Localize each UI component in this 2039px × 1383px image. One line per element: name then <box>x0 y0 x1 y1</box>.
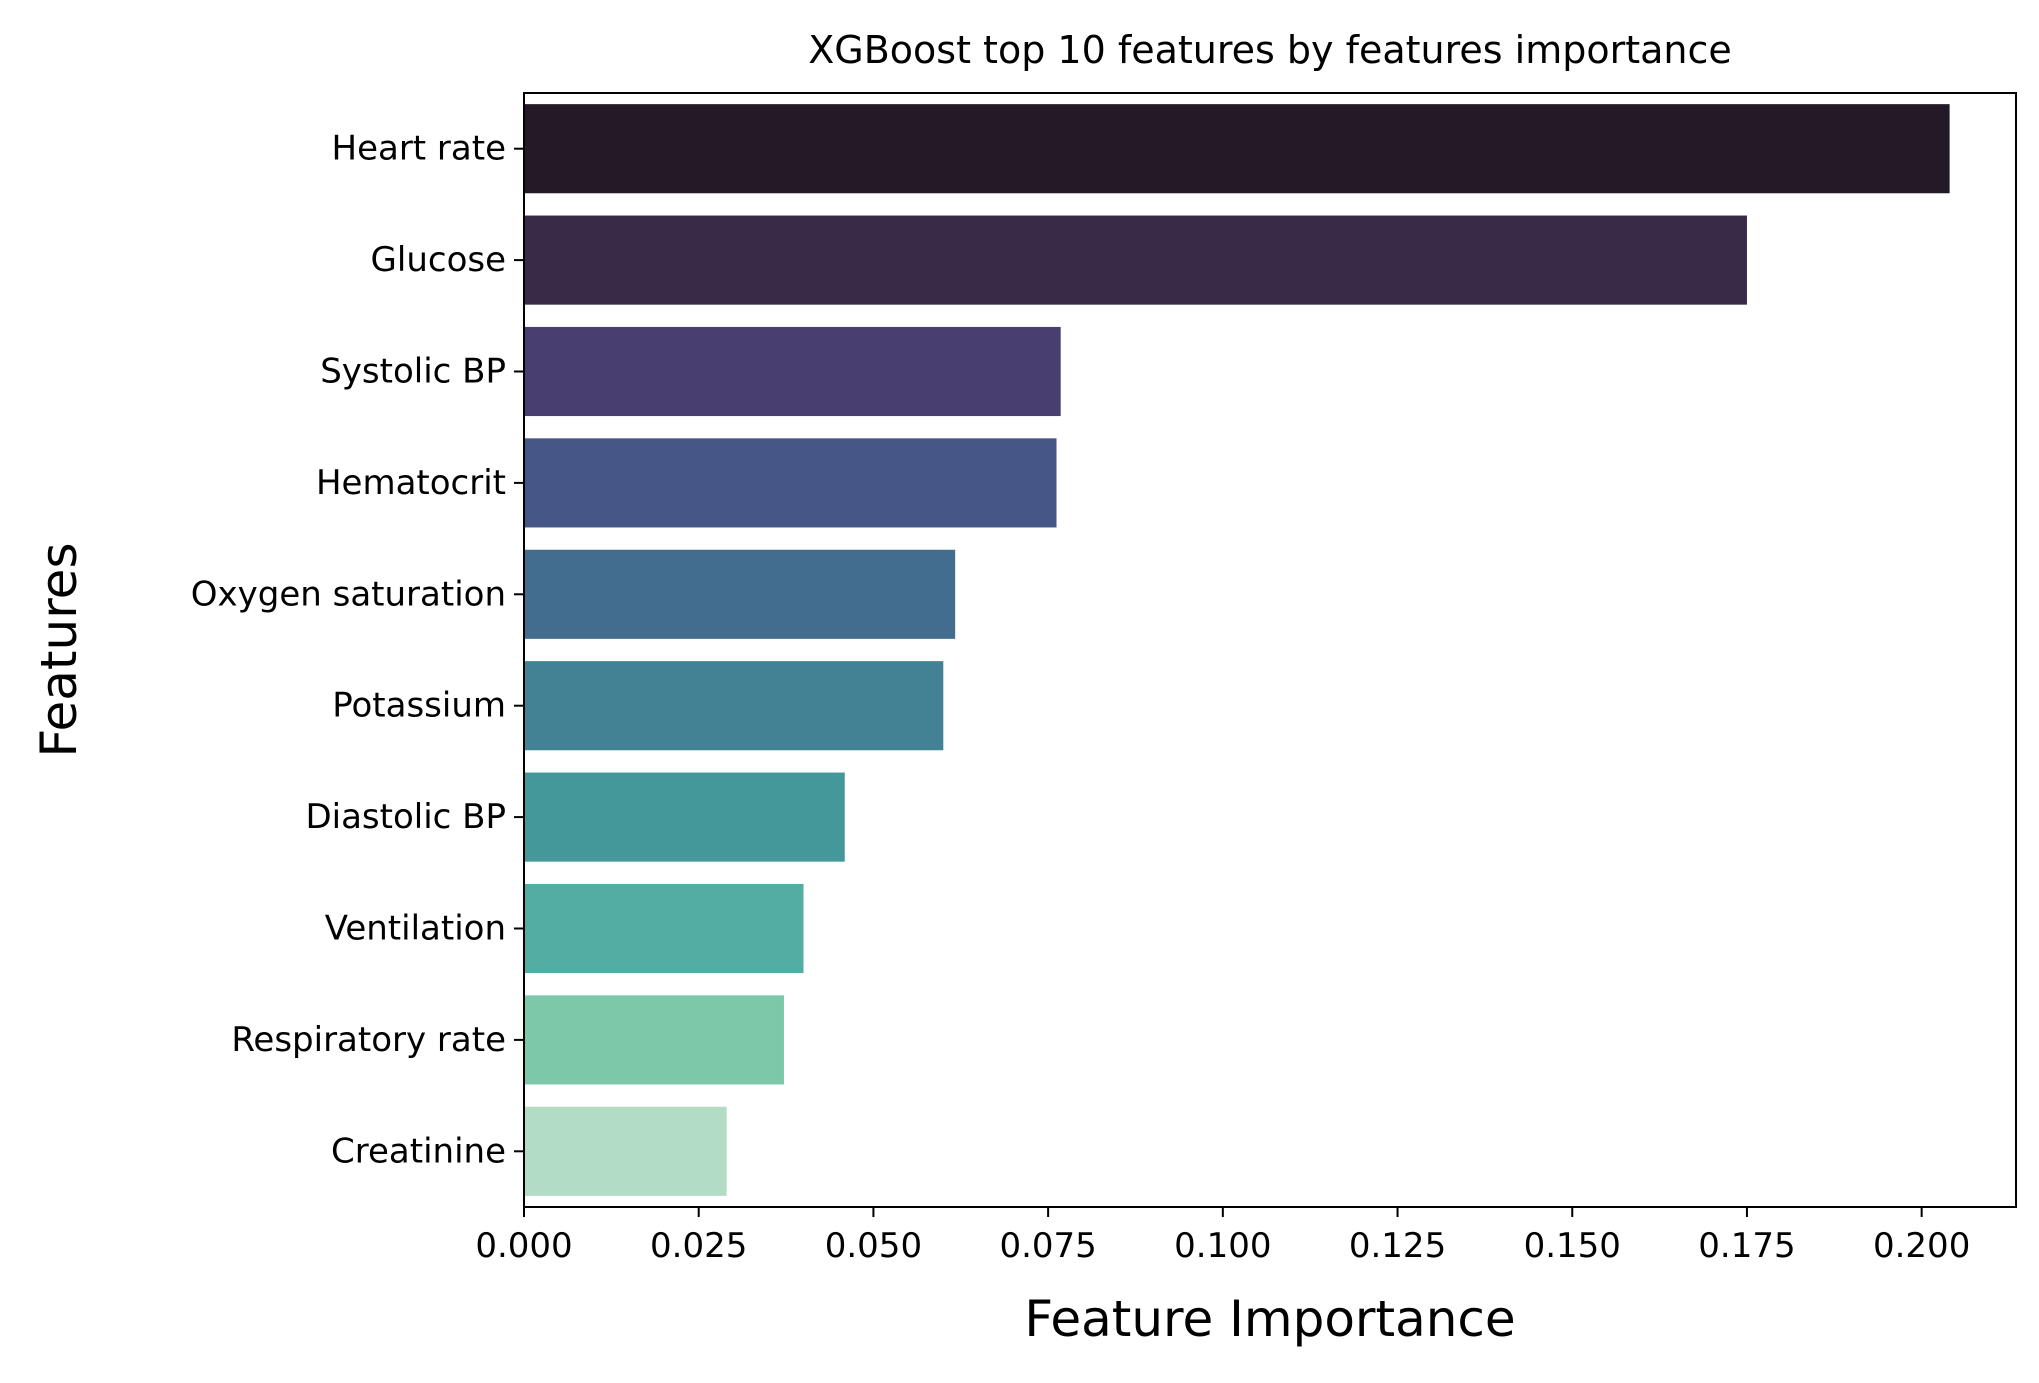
y-tick-label: Creatinine <box>331 1131 506 1171</box>
x-axis-label: Feature Importance <box>1024 1290 1515 1348</box>
y-tick-label: Systolic BP <box>320 352 506 392</box>
y-tick-label: Potassium <box>332 686 506 726</box>
plot-frame <box>523 92 2017 1208</box>
bar-ventilation <box>524 883 804 974</box>
x-tick-label: 0.025 <box>650 1226 747 1266</box>
x-axis-ticks: 0.000 0.025 0.050 0.075 0.100 0.125 0.150 0.175… <box>475 1207 1970 1266</box>
bar-systolic-bp <box>524 326 1061 417</box>
bar-heart-rate <box>524 104 1950 194</box>
y-tick-label: Diastolic BP <box>305 797 506 837</box>
x-tick-label: 0.100 <box>1174 1226 1271 1266</box>
x-tick-label: 0.000 <box>475 1226 572 1266</box>
y-tick-label: Oxygen saturation <box>191 574 506 614</box>
bar-diastolic-bp <box>524 772 845 862</box>
bars-group <box>524 104 1950 1196</box>
x-tick-label: 0.150 <box>1524 1226 1621 1266</box>
bar-glucose <box>524 215 1747 305</box>
chart-title: XGBoost top 10 features by features impo… <box>808 28 1732 72</box>
bar-hematocrit <box>524 438 1057 528</box>
y-axis-ticks: Heart rate Glucose Systolic BP Hematocrit Ox… <box>191 129 524 1171</box>
y-axis-label: Features <box>30 543 88 758</box>
y-tick-label: Glucose <box>371 240 506 280</box>
x-tick-label: 0.200 <box>1873 1226 1970 1266</box>
y-tick-label: Heart rate <box>332 129 507 169</box>
x-tick-label: 0.075 <box>999 1226 1096 1266</box>
x-tick-label: 0.175 <box>1698 1226 1795 1266</box>
y-tick-label: Respiratory rate <box>231 1020 506 1060</box>
bar-respiratory-rate <box>524 995 784 1085</box>
bar-creatinine <box>524 1106 727 1196</box>
bar-potassium <box>524 661 944 751</box>
x-tick-label: 0.125 <box>1349 1226 1446 1266</box>
y-tick-label: Hematocrit <box>316 463 506 503</box>
x-tick-label: 0.050 <box>825 1226 922 1266</box>
bar-oxygen-saturation <box>524 549 956 639</box>
y-tick-label: Ventilation <box>325 909 506 949</box>
